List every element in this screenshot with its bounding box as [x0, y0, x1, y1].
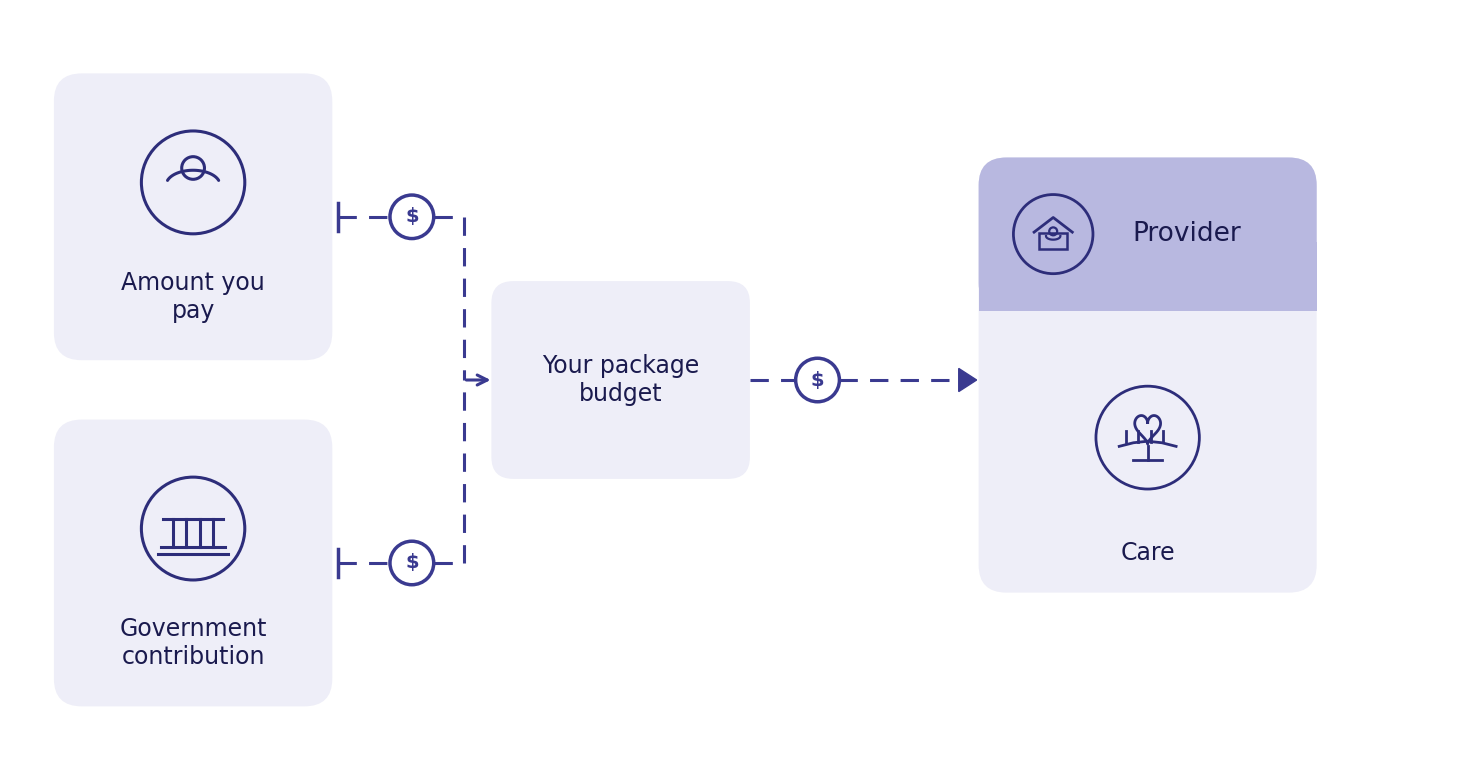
- Circle shape: [390, 195, 434, 239]
- Polygon shape: [958, 369, 976, 391]
- Bar: [1039, 233, 1067, 249]
- Text: $: $: [405, 207, 418, 226]
- FancyBboxPatch shape: [979, 157, 1316, 311]
- Text: Care: Care: [1120, 541, 1175, 565]
- Text: $: $: [405, 553, 418, 572]
- Circle shape: [390, 541, 434, 584]
- FancyBboxPatch shape: [492, 281, 749, 479]
- FancyBboxPatch shape: [54, 420, 333, 706]
- FancyBboxPatch shape: [979, 157, 1316, 593]
- Bar: [979, 242, 1316, 311]
- Text: Your package
budget: Your package budget: [542, 354, 699, 406]
- Circle shape: [796, 358, 839, 402]
- FancyBboxPatch shape: [54, 74, 333, 360]
- Text: $: $: [811, 371, 824, 390]
- Text: Government
contribution: Government contribution: [119, 617, 266, 670]
- Text: Amount you
pay: Amount you pay: [121, 271, 265, 323]
- Text: Provider: Provider: [1133, 221, 1241, 247]
